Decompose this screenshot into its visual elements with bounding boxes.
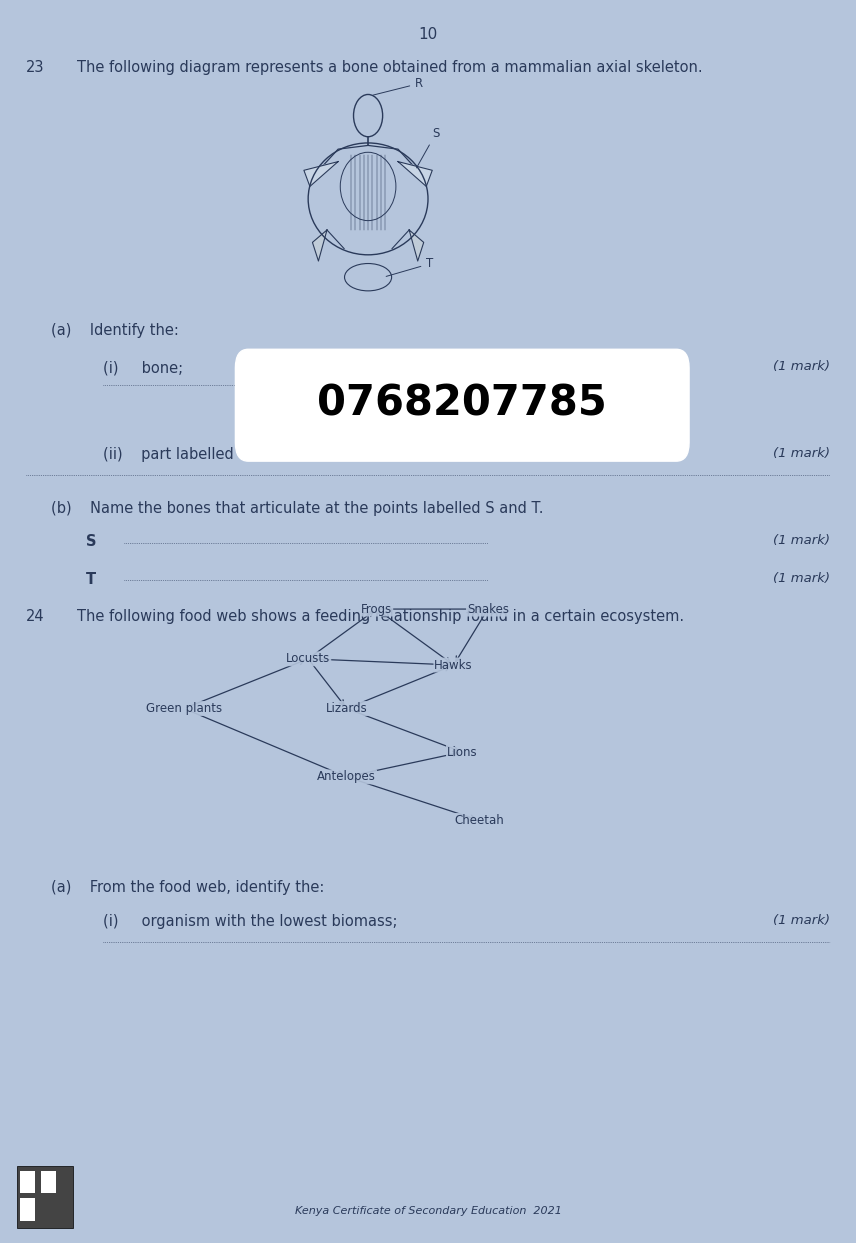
Text: (1 mark): (1 mark) (773, 360, 830, 373)
Text: (1 mark): (1 mark) (773, 572, 830, 584)
FancyBboxPatch shape (235, 349, 689, 461)
Text: T: T (86, 572, 96, 587)
Text: (a)    Identify the:: (a) Identify the: (51, 323, 179, 338)
Polygon shape (312, 230, 327, 261)
Text: Cheetah: Cheetah (455, 814, 504, 827)
Text: S: S (86, 534, 96, 549)
Text: Lizards: Lizards (326, 702, 367, 715)
Text: (1 mark): (1 mark) (773, 914, 830, 926)
Text: The following diagram represents a bone obtained from a mammalian axial skeleton: The following diagram represents a bone … (77, 60, 703, 75)
Text: Hawks: Hawks (434, 659, 473, 671)
Polygon shape (304, 162, 338, 186)
Text: Frogs: Frogs (361, 603, 392, 615)
Text: (i)     bone;: (i) bone; (103, 360, 183, 375)
Text: (ii)    part labelled: (ii) part labelled (103, 447, 234, 462)
FancyBboxPatch shape (41, 1171, 56, 1193)
Text: Lions: Lions (447, 746, 478, 758)
Text: T: T (386, 257, 433, 276)
Text: R: R (373, 77, 423, 94)
Polygon shape (398, 162, 432, 186)
Text: (a)    From the food web, identify the:: (a) From the food web, identify the: (51, 880, 324, 895)
Text: 0768207785: 0768207785 (318, 383, 607, 425)
Text: Antelopes: Antelopes (318, 771, 376, 783)
Text: 10: 10 (419, 27, 437, 42)
Text: (i)     organism with the lowest biomass;: (i) organism with the lowest biomass; (103, 914, 397, 929)
Text: S: S (417, 127, 440, 168)
Text: 24: 24 (26, 609, 45, 624)
Text: (1 mark): (1 mark) (773, 534, 830, 547)
FancyBboxPatch shape (17, 1166, 73, 1228)
Text: Green plants: Green plants (146, 702, 222, 715)
Text: Kenya Certificate of Secondary Education  2021: Kenya Certificate of Secondary Education… (294, 1206, 562, 1216)
Text: Snakes: Snakes (467, 603, 509, 615)
FancyBboxPatch shape (20, 1171, 35, 1193)
FancyBboxPatch shape (20, 1198, 35, 1221)
Text: 23: 23 (26, 60, 45, 75)
Text: (1 mark): (1 mark) (773, 447, 830, 460)
Text: Locusts: Locusts (286, 653, 330, 665)
Polygon shape (409, 230, 424, 261)
Text: (b)    Name the bones that articulate at the points labelled S and T.: (b) Name the bones that articulate at th… (51, 501, 544, 516)
Text: The following food web shows a feeding relationship found in a certain ecosystem: The following food web shows a feeding r… (77, 609, 684, 624)
